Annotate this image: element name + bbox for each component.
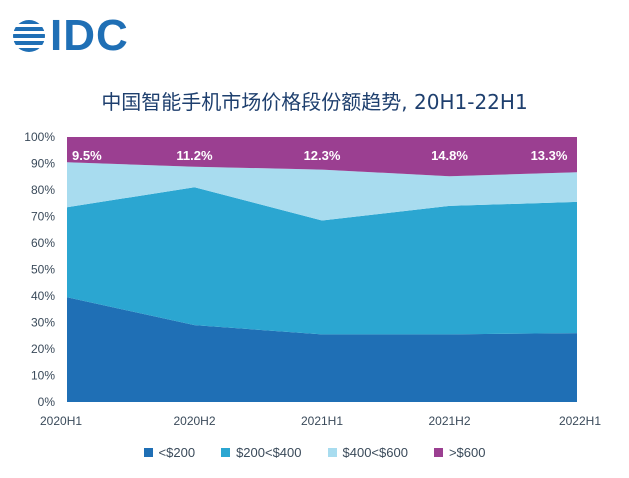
y-tick-label: 10%: [31, 369, 55, 383]
data-labels: 9.5% 11.2% 12.3% 14.8% 13.3%: [72, 148, 568, 163]
y-tick-label: 70%: [31, 210, 55, 224]
y-tick-label: 0%: [38, 395, 56, 409]
legend-item: <$200: [143, 445, 196, 460]
y-tick-label: 100%: [24, 130, 55, 144]
y-tick-label: 80%: [31, 183, 55, 197]
legend-item: $400<$600: [327, 445, 408, 460]
top-data-label: 14.8%: [431, 148, 468, 163]
legend-label: $200<$400: [236, 445, 302, 460]
globe-icon: [13, 20, 45, 52]
legend-swatch: [433, 448, 443, 457]
legend-item: >$600: [433, 445, 486, 460]
legend-label: <$200: [158, 445, 196, 460]
idc-logo: IDC: [12, 14, 129, 58]
x-tick-label: 2021H2: [428, 414, 470, 428]
top-data-label: 13.3%: [531, 148, 568, 163]
legend-item: $200<$400: [221, 445, 302, 460]
top-data-label: 11.2%: [176, 148, 213, 163]
x-tick-label: 2020H1: [40, 414, 82, 428]
y-tick-label: 30%: [31, 316, 55, 330]
y-tick-label: 20%: [31, 342, 55, 356]
y-tick-label: 60%: [31, 236, 55, 250]
x-tick-label: 2021H1: [301, 414, 343, 428]
top-data-label: 12.3%: [304, 148, 341, 163]
y-tick-label: 50%: [31, 263, 55, 277]
top-data-label: 9.5%: [72, 148, 102, 163]
y-tick-label: 40%: [31, 289, 55, 303]
chart-areas: [67, 137, 577, 402]
area-series-1: [67, 187, 577, 335]
chart-legend: <$200 $200<$400 $400<$600 >$600: [0, 445, 629, 460]
legend-swatch: [143, 448, 153, 457]
legend-swatch: [327, 448, 337, 457]
legend-label: >$600: [448, 445, 486, 460]
x-axis: 2020H1 2020H2 2021H1 2021H2 2022H1: [40, 414, 601, 428]
area-series-2: [67, 162, 577, 221]
legend-swatch: [221, 448, 231, 457]
logo-text: IDC: [50, 11, 129, 60]
x-tick-label: 2022H1: [559, 414, 601, 428]
y-axis: 0% 10% 20% 30% 40% 50% 60% 70% 80% 90% 100%: [24, 130, 55, 409]
area-series-3: [67, 137, 577, 177]
area-series-0: [67, 297, 577, 402]
chart-title: 中国智能手机市场价格段份额趋势, 20H1-22H1: [101, 90, 528, 114]
y-tick-label: 90%: [31, 157, 55, 171]
x-tick-label: 2020H2: [173, 414, 215, 428]
legend-label: $400<$600: [342, 445, 408, 460]
